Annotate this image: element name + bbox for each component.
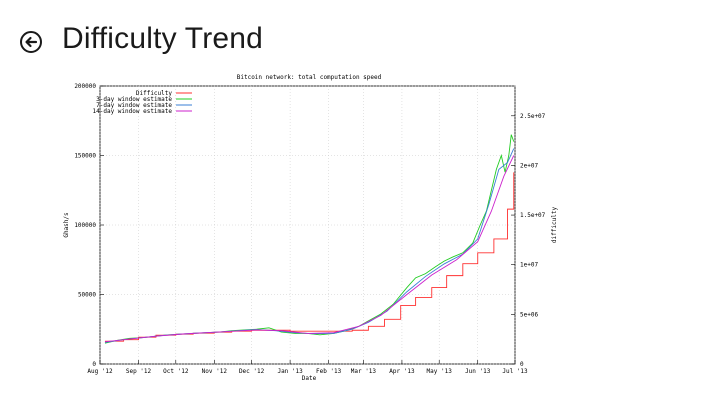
x-tick-label: Jul '13 xyxy=(502,368,528,375)
x-tick-label: Nov '12 xyxy=(202,368,228,375)
x-tick-label: Sep '12 xyxy=(126,368,152,375)
tick-labels: Aug '12 Sep '12 Oct '12 Nov '12 Dec '12 Jan '… xyxy=(74,83,545,375)
y2-tick-label: 5e+06 xyxy=(520,311,538,318)
x-tick-label: Jan '13 xyxy=(277,368,303,375)
y-axis-label: Ghash/s xyxy=(63,212,70,238)
x-tick-label: Mar '13 xyxy=(351,368,377,375)
page-header: Difficulty Trend xyxy=(0,0,712,80)
x-tick-label: Jun '13 xyxy=(465,368,491,375)
series-line-3-day-window-estimate xyxy=(104,134,515,344)
series-line-7-day-window-estimate xyxy=(104,148,515,343)
x-tick-label: Aug '12 xyxy=(87,368,113,375)
y-tick-label: 150000 xyxy=(74,153,96,160)
x-tick-label: Apr '13 xyxy=(389,368,415,375)
legend-label: 7-day window estimate xyxy=(96,102,172,109)
series-line-14-day-window-estimate xyxy=(104,155,515,343)
y2-tick-label: 1e+07 xyxy=(520,262,538,269)
x-tick-label: May '13 xyxy=(427,368,453,375)
x-tick-label: Dec '12 xyxy=(239,368,265,375)
y-tick-label: 200000 xyxy=(74,83,96,90)
y2-tick-label: 0 xyxy=(520,361,524,368)
series-lines xyxy=(104,134,515,344)
y2-tick-label: 1.5e+07 xyxy=(520,212,546,219)
x-tick-label: Oct '12 xyxy=(163,368,189,375)
y-tick-label: 100000 xyxy=(74,222,96,229)
legend-label: Difficulty xyxy=(136,90,173,97)
x-tick-label: Feb '13 xyxy=(316,368,342,375)
y2-tick-label: 2e+07 xyxy=(520,162,538,169)
y2-tick-label: 2.5e+07 xyxy=(520,113,546,120)
legend-label: 14-day window estimate xyxy=(93,108,173,115)
x-axis-label: Date xyxy=(302,375,317,382)
legend-label: 3-day window estimate xyxy=(96,96,172,103)
grid xyxy=(99,85,516,365)
y-tick-label: 0 xyxy=(92,361,96,368)
back-button[interactable] xyxy=(19,30,43,54)
back-arrow-circle-icon[interactable] xyxy=(19,30,43,54)
y2-axis-label: difficulty xyxy=(551,207,558,244)
chart-title: Bitcoin network: total computation speed xyxy=(237,74,382,81)
page-title: Difficulty Trend xyxy=(62,22,264,55)
y-tick-label: 50000 xyxy=(78,292,96,299)
